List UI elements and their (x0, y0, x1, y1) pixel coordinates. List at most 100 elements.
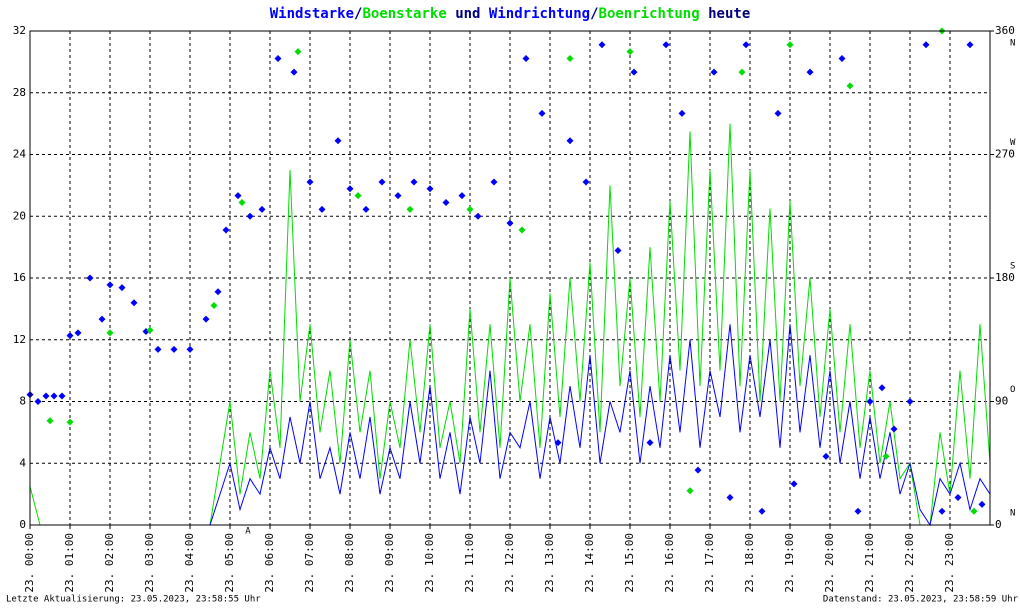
title-text: / (354, 6, 362, 22)
direction-point (582, 178, 590, 186)
y2-tick-label: 180 (995, 271, 1015, 284)
x-tick-label: 23. 07:00 (303, 533, 316, 593)
y-tick-label: 12 (13, 333, 26, 346)
direction-point (738, 68, 746, 76)
direction-point (106, 329, 114, 337)
x-tick-label: 23. 02:00 (103, 533, 116, 593)
direction-point (694, 466, 702, 474)
direction-point (966, 41, 974, 49)
y-tick-label: 4 (19, 456, 26, 469)
x-tick-label: 23. 15:00 (623, 533, 636, 593)
direction-point (466, 205, 474, 213)
footer-right: Datenstand: 23.05.2023, 23:58:59 Uhr (823, 595, 1019, 605)
y2-tick-label: 360 (995, 24, 1015, 37)
direction-point (774, 109, 782, 117)
annotation: A (245, 527, 251, 537)
x-tick-label: 23. 04:00 (183, 533, 196, 593)
direction-point (566, 54, 574, 62)
x-tick-label: 23. 01:00 (63, 533, 76, 593)
x-tick-label: 23. 23:00 (943, 533, 956, 593)
direction-point (258, 205, 266, 213)
direction-point (50, 392, 58, 400)
direction-point (334, 137, 342, 145)
direction-point (970, 507, 978, 515)
y2-tick-direction: O (1010, 385, 1015, 395)
y-tick-label: 32 (13, 24, 26, 37)
direction-point (686, 487, 694, 495)
direction-point (42, 392, 50, 400)
direction-point (154, 345, 162, 353)
direction-point (626, 48, 634, 56)
direction-point (522, 54, 530, 62)
title-series-name: Boenstarke (362, 6, 446, 22)
x-tick-label: 23. 12:00 (503, 533, 516, 593)
direction-point (234, 192, 242, 200)
direction-point (410, 178, 418, 186)
direction-point (630, 68, 638, 76)
direction-point (74, 329, 82, 337)
title-text: und (447, 6, 489, 22)
direction-point (66, 332, 74, 340)
y-tick-label: 20 (13, 209, 26, 222)
direction-point (878, 384, 886, 392)
direction-point (790, 480, 798, 488)
direction-point (598, 41, 606, 49)
direction-point (222, 226, 230, 234)
x-tick-label: 23. 09:00 (383, 533, 396, 593)
y-tick-label: 28 (13, 86, 26, 99)
x-tick-label: 23. 18:00 (743, 533, 756, 593)
chart-title: Windstarke/Boenstarke und Windrichtung/B… (270, 6, 751, 22)
direction-point (662, 41, 670, 49)
direction-point (742, 41, 750, 49)
plot-frame (29, 30, 991, 526)
x-tick-label: 23. 00:00 (23, 533, 36, 593)
direction-point (274, 54, 282, 62)
direction-point (346, 185, 354, 193)
y2-tick-direction: N (1010, 509, 1015, 519)
x-tick-label: 23. 05:00 (223, 533, 236, 593)
direction-point (306, 178, 314, 186)
x-tick-label: 23. 17:00 (703, 533, 716, 593)
y-tick-label: 16 (13, 271, 26, 284)
direction-point (426, 185, 434, 193)
title-text: / (590, 6, 598, 22)
y2-tick-direction: S (1010, 262, 1015, 272)
x-tick-label: 23. 20:00 (823, 533, 836, 593)
direction-point (978, 500, 986, 508)
direction-point (318, 205, 326, 213)
direction-point (938, 507, 946, 515)
x-tick-label: 23. 10:00 (423, 533, 436, 593)
direction-point (890, 425, 898, 433)
direction-point (506, 219, 514, 227)
direction-point (806, 68, 814, 76)
direction-point (294, 48, 302, 56)
direction-point (170, 345, 178, 353)
direction-point (394, 192, 402, 200)
direction-point (106, 281, 114, 289)
direction-point (186, 345, 194, 353)
direction-point (710, 68, 718, 76)
direction-point (866, 398, 874, 405)
y2-tick-label: 90 (995, 395, 1008, 408)
direction-point (362, 205, 370, 213)
direction-point (518, 226, 526, 234)
direction-point (846, 82, 854, 90)
direction-point (86, 274, 94, 282)
direction-point (442, 199, 450, 207)
direction-point (882, 452, 890, 460)
direction-point (554, 439, 562, 447)
direction-point (98, 315, 106, 323)
direction-point (678, 109, 686, 117)
direction-point (406, 205, 414, 213)
x-tick-label: 23. 16:00 (663, 533, 676, 593)
y-tick-label: 8 (19, 395, 26, 408)
direction-point (822, 452, 830, 460)
direction-point (786, 41, 794, 49)
y2-tick-label: 0 (995, 518, 1002, 531)
direction-point (566, 137, 574, 145)
x-tick-label: 23. 03:00 (143, 533, 156, 593)
direction-point (378, 178, 386, 186)
x-tick-label: 23. 11:00 (463, 533, 476, 593)
x-tick-label: 23. 06:00 (263, 533, 276, 593)
x-tick-label: 23. 14:00 (583, 533, 596, 593)
